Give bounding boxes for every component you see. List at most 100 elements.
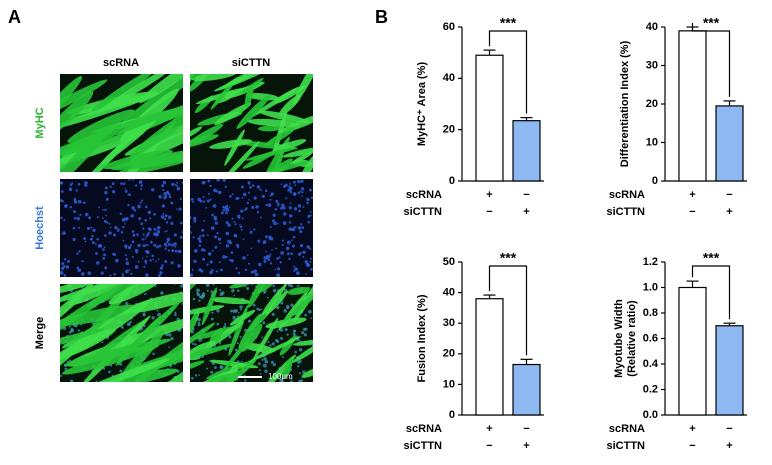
nucleus bbox=[239, 335, 242, 338]
nucleus bbox=[163, 217, 167, 221]
nucleus bbox=[151, 316, 155, 320]
nucleus bbox=[202, 195, 205, 198]
nucleus bbox=[240, 228, 243, 231]
nucleus bbox=[231, 193, 234, 196]
nucleus bbox=[290, 252, 293, 256]
nucleus bbox=[265, 203, 268, 206]
myotube bbox=[108, 284, 164, 305]
nucleus bbox=[190, 273, 193, 277]
nucleus bbox=[119, 212, 123, 216]
nucleus bbox=[259, 216, 262, 219]
nucleus bbox=[257, 239, 261, 243]
nucleus bbox=[190, 197, 194, 201]
nucleus bbox=[298, 209, 301, 213]
myotube bbox=[60, 284, 120, 297]
nucleus bbox=[210, 290, 214, 294]
nucleus bbox=[260, 308, 263, 311]
myotube bbox=[261, 284, 287, 316]
myotube bbox=[253, 317, 279, 360]
nucleus bbox=[246, 254, 249, 256]
nucleus bbox=[289, 380, 293, 382]
myotube bbox=[190, 341, 216, 355]
nucleus bbox=[216, 232, 219, 235]
myotube bbox=[220, 74, 265, 90]
scale-bar-label: 100μm bbox=[268, 372, 293, 381]
nucleus bbox=[124, 217, 128, 221]
nucleus bbox=[170, 261, 174, 265]
myotube bbox=[287, 286, 311, 295]
myotube bbox=[60, 284, 139, 304]
nucleus bbox=[299, 230, 303, 234]
y-tick-label: 20 bbox=[443, 124, 455, 136]
nucleus bbox=[272, 288, 277, 293]
nucleus bbox=[142, 312, 146, 317]
nucleus bbox=[302, 250, 306, 254]
bar bbox=[678, 286, 707, 416]
nucleus bbox=[237, 216, 241, 219]
nucleus bbox=[267, 255, 271, 259]
nucleus bbox=[84, 212, 89, 217]
nucleus bbox=[145, 235, 148, 238]
nucleus bbox=[262, 195, 265, 198]
nucleus bbox=[209, 260, 213, 264]
nucleus bbox=[124, 188, 127, 190]
nucleus bbox=[119, 369, 123, 373]
y-axis-label: Myotube Width bbox=[613, 299, 625, 378]
nucleus bbox=[245, 207, 248, 210]
nucleus bbox=[308, 188, 312, 192]
nucleus bbox=[120, 230, 124, 234]
y-tick-label: 0 bbox=[449, 175, 455, 187]
nucleus bbox=[294, 226, 297, 229]
nucleus bbox=[288, 257, 291, 261]
nucleus bbox=[84, 183, 87, 186]
nucleus bbox=[109, 274, 112, 277]
nucleus bbox=[198, 244, 202, 247]
significance-bracket bbox=[691, 23, 731, 97]
nucleus bbox=[309, 210, 312, 213]
myotube bbox=[293, 74, 313, 105]
nucleus bbox=[256, 211, 260, 214]
myotube bbox=[91, 74, 156, 112]
nucleus bbox=[235, 243, 240, 248]
nucleus bbox=[286, 306, 290, 310]
nucleus bbox=[191, 342, 195, 346]
nucleus bbox=[274, 268, 276, 271]
bar bbox=[715, 105, 744, 182]
nucleus bbox=[128, 268, 131, 271]
y-tick-label: 60 bbox=[443, 21, 455, 33]
nucleus bbox=[152, 258, 154, 261]
nucleus bbox=[310, 317, 312, 320]
nucleus bbox=[152, 352, 155, 356]
myotube bbox=[244, 84, 254, 108]
nucleus bbox=[91, 234, 94, 238]
myotube bbox=[282, 358, 293, 379]
nucleus bbox=[289, 190, 293, 194]
myotube bbox=[60, 304, 142, 327]
nucleus bbox=[244, 268, 248, 272]
nucleus bbox=[310, 196, 313, 200]
nucleus bbox=[162, 212, 165, 215]
nucleus bbox=[102, 209, 104, 211]
bar bbox=[678, 30, 707, 182]
nucleus bbox=[123, 223, 126, 225]
condition-mark: − bbox=[486, 206, 492, 218]
nucleus bbox=[240, 360, 243, 363]
nucleus bbox=[145, 249, 149, 254]
nucleus bbox=[292, 329, 296, 333]
nucleus bbox=[271, 249, 273, 251]
nucleus bbox=[217, 237, 222, 241]
myotube bbox=[224, 129, 245, 166]
nucleus bbox=[69, 187, 72, 190]
nucleus bbox=[267, 203, 272, 208]
myotube bbox=[118, 74, 183, 128]
column-label: siCTTN bbox=[232, 57, 271, 69]
nucleus bbox=[64, 203, 68, 207]
nucleus bbox=[250, 247, 253, 250]
nucleus bbox=[101, 341, 104, 344]
nucleus bbox=[61, 199, 64, 203]
nucleus bbox=[131, 230, 135, 233]
nucleus bbox=[190, 216, 192, 219]
nucleus bbox=[291, 228, 294, 231]
nucleus bbox=[297, 204, 302, 208]
nucleus bbox=[160, 291, 164, 295]
